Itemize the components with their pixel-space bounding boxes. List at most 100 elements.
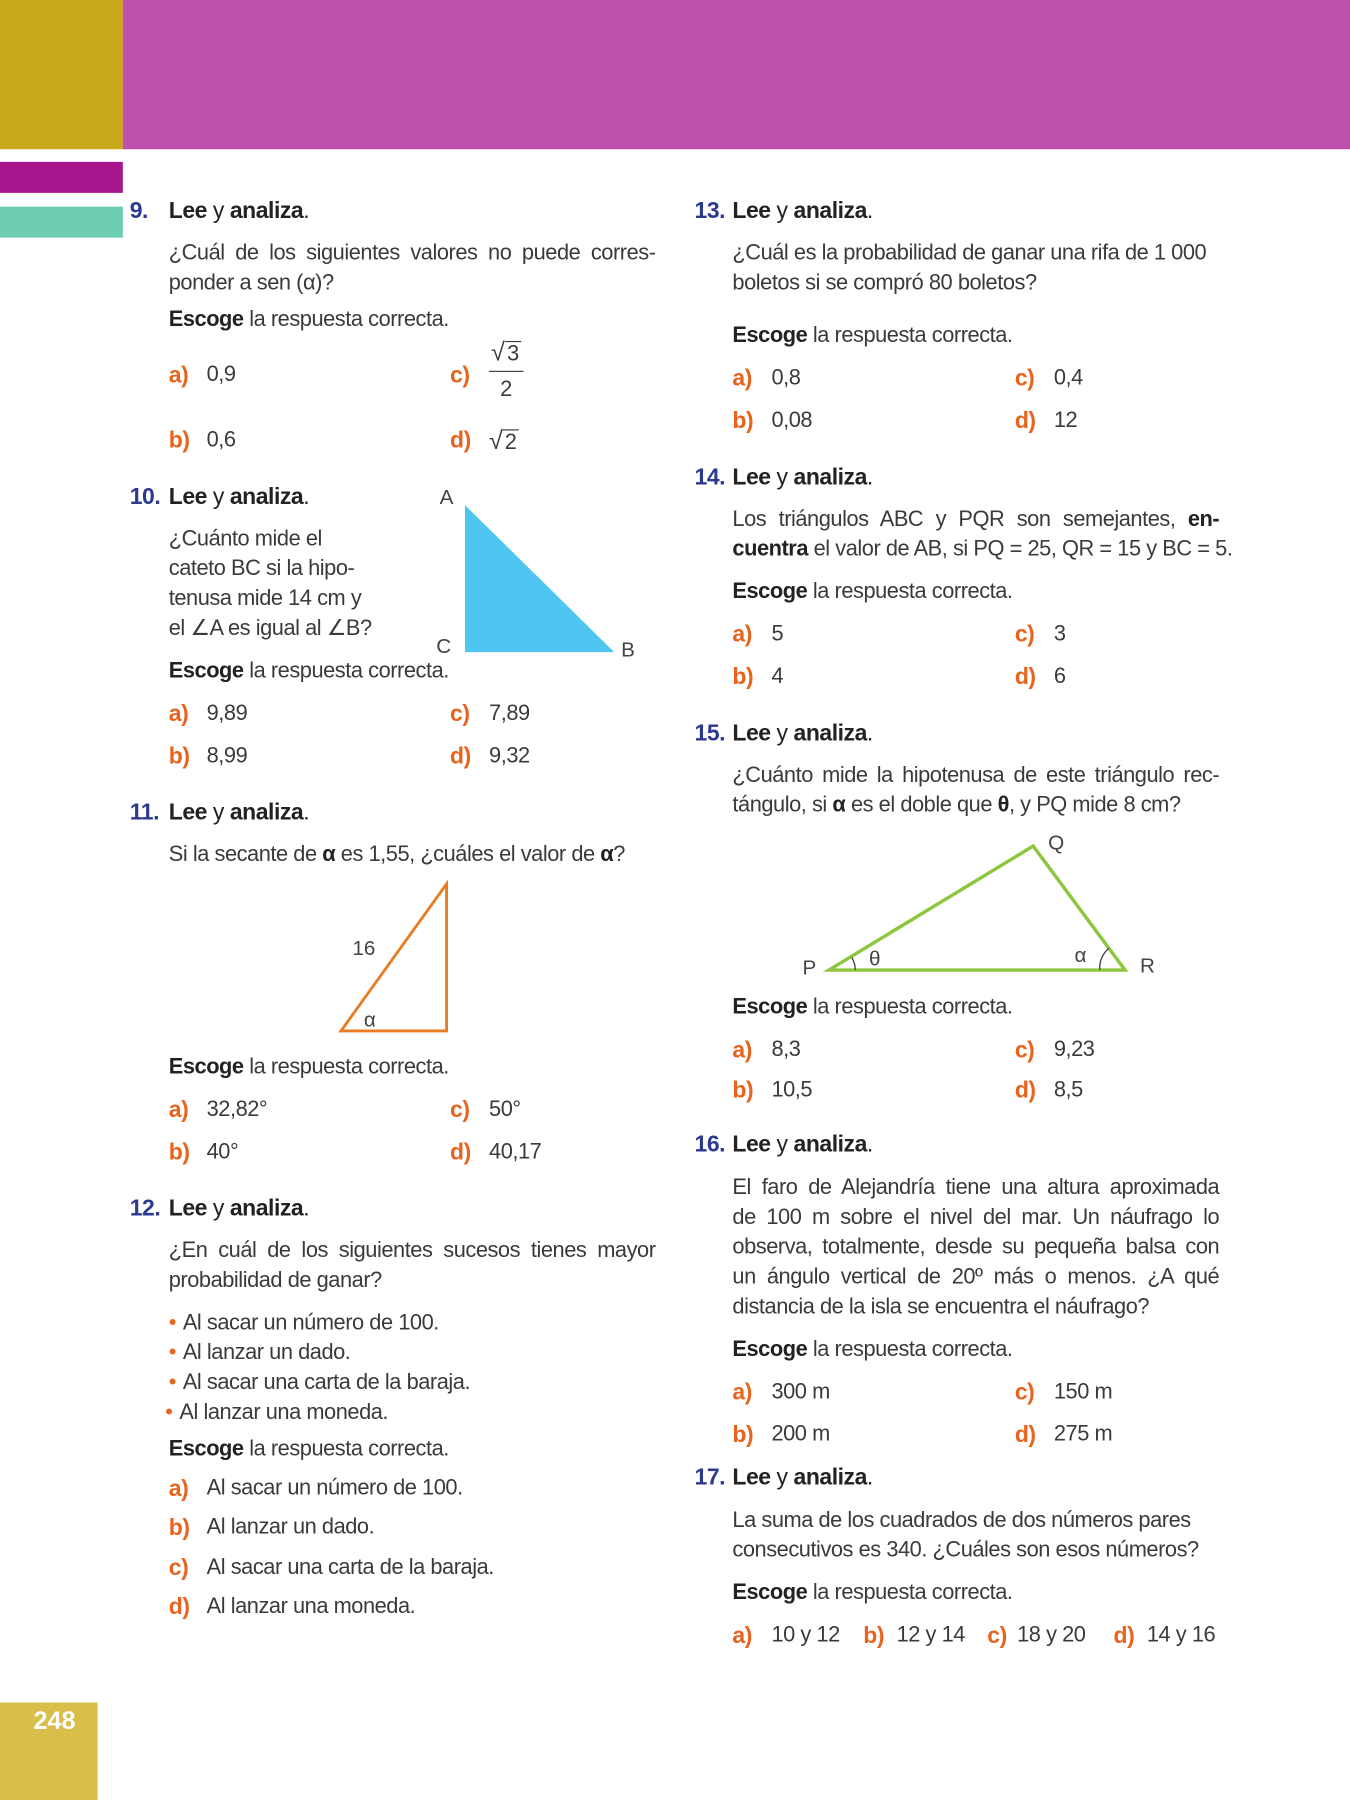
- triangle-abc-shape: [464, 505, 615, 653]
- option-label: a): [168, 1097, 189, 1123]
- title-text: y: [212, 198, 224, 224]
- title-text: .: [303, 484, 310, 510]
- question-title: Lee y analiza.: [169, 799, 310, 827]
- text-segment: consecutivos es 340. ¿Cuáles son esos nú…: [732, 1538, 1199, 1563]
- option-label: a): [168, 701, 189, 727]
- question-line: un ángulo vertical de 20º más o menos. ¿…: [732, 1264, 1219, 1292]
- bullet-icon: •: [168, 1340, 177, 1365]
- option-label: b): [168, 1139, 190, 1166]
- text-segment: ¿Cuánto mide el: [168, 526, 323, 552]
- title-text: y: [212, 484, 224, 510]
- bold-segment: en-: [1187, 507, 1220, 532]
- header-gold-block: [0, 0, 123, 150]
- title-text: .: [866, 464, 873, 491]
- title-analiza: analiza: [229, 1196, 304, 1222]
- option-value: Al sacar una carta de la baraja.: [206, 1555, 495, 1580]
- question-line: Los triángulos ABC y PQR son semejantes,…: [732, 506, 1219, 534]
- title-analiza: analiza: [229, 800, 304, 826]
- option-value: 200 m: [771, 1422, 830, 1447]
- text-segment: ponder a sen (α)?: [168, 270, 334, 296]
- option-value: 300 m: [771, 1379, 830, 1405]
- angle-arc-alpha: [1099, 947, 1110, 971]
- text-segment: ¿Cuál es la probabilidad de ganar una ri…: [732, 241, 1207, 266]
- option-label: c): [168, 1555, 189, 1581]
- question-line: cateto BC si la hipo-: [169, 556, 355, 584]
- question-line: ponder a sen (α)?: [169, 270, 334, 298]
- option-value: 0,8: [771, 366, 801, 391]
- option-label: c): [987, 1623, 1007, 1649]
- triangle-11-figure: 16 α: [338, 879, 449, 1033]
- option-value: 3: [1053, 622, 1066, 647]
- side-tab-teal: [0, 206, 123, 238]
- option-value: 0,9: [206, 362, 236, 387]
- escoge-instruction: Escoge la respuesta correcta.: [732, 323, 1013, 351]
- vertex-label-a: A: [440, 486, 454, 509]
- text-segment: observa, totalmente, desde su pequeña ba…: [732, 1235, 1220, 1260]
- option-value: 14 y 16: [1146, 1623, 1216, 1648]
- triangle-11-shape: [338, 879, 449, 1033]
- question-title: Lee y analiza.: [732, 1464, 873, 1492]
- question-number: 10.: [129, 484, 161, 510]
- escoge-rest: la respuesta correcta.: [249, 1055, 449, 1080]
- triangle-pqr-shape: [822, 843, 1129, 972]
- escoge-bold: Escoge: [732, 579, 808, 604]
- question-line: Si la secante de α es 1,55, ¿cuáles el v…: [168, 841, 626, 869]
- escoge-instruction: Escoge la respuesta correcta.: [168, 1054, 450, 1082]
- option-label: c): [450, 1097, 470, 1123]
- text-segment: el ∠A es igual al ∠B?: [168, 616, 372, 641]
- escoge-instruction: Escoge la respuesta correcta.: [169, 307, 450, 335]
- escoge-rest: la respuesta correcta.: [812, 579, 1013, 604]
- question-number: 12.: [129, 1196, 161, 1222]
- title-text: .: [866, 720, 873, 747]
- option-label: d): [1113, 1623, 1135, 1649]
- escoge-bold: Escoge: [168, 1437, 244, 1462]
- text-segment: de 100 m sobre el nivel del mar. Un náuf…: [732, 1205, 1220, 1230]
- option-value: 7,89: [489, 701, 530, 726]
- bullet-item: • Al sacar un número de 100.: [169, 1310, 440, 1338]
- question-line: tángulo, si α es el doble que θ, y PQ mi…: [732, 792, 1181, 820]
- title-lee: Lee: [732, 720, 771, 747]
- title-text: y: [212, 1196, 224, 1222]
- bullet-item: • Al sacar una carta de la baraja.: [168, 1370, 471, 1398]
- option-label: c): [1014, 1379, 1035, 1406]
- text-segment: cateto BC si la hipo-: [168, 556, 355, 581]
- sqrt-symbol-icon: √: [490, 337, 505, 367]
- escoge-bold: Escoge: [168, 1055, 244, 1080]
- title-text: y: [776, 720, 788, 747]
- bullet-icon: •: [168, 1370, 177, 1395]
- question-line: boletos si se compró 80 boletos?: [732, 270, 1037, 298]
- option-label: a): [732, 1037, 752, 1064]
- title-analiza: analiza: [793, 198, 868, 224]
- question-line: consecutivos es 340. ¿Cuáles son esos nú…: [732, 1537, 1199, 1565]
- option-label: c): [1014, 622, 1035, 648]
- escoge-rest: la respuesta correcta.: [812, 1337, 1013, 1362]
- question-number: 16.: [694, 1131, 726, 1158]
- question-line: ¿En cuál de los siguientes sucesos tiene…: [169, 1238, 656, 1266]
- option-label: b): [732, 664, 754, 690]
- option-value: 6: [1053, 664, 1066, 689]
- title-lee: Lee: [168, 484, 208, 510]
- option-label: d): [1014, 408, 1036, 434]
- title-text: .: [866, 1464, 873, 1491]
- bullet-text: Al lanzar una moneda.: [179, 1400, 389, 1425]
- sqrt: √ 2: [489, 426, 519, 457]
- page-number-box: [0, 1702, 98, 1800]
- question-number: 17.: [694, 1464, 726, 1491]
- question-number: 13.: [694, 198, 726, 224]
- bullet-item: • Al lanzar una moneda.: [165, 1399, 388, 1427]
- option-value: 275 m: [1053, 1422, 1113, 1447]
- question-title: Lee y analiza.: [168, 1195, 310, 1223]
- option-value: 150 m: [1053, 1379, 1113, 1405]
- escoge-instruction: Escoge la respuesta correcta.: [169, 658, 450, 686]
- angle-label-alpha: α: [364, 1008, 376, 1031]
- bold-segment: α: [322, 842, 336, 867]
- vertex-label-r: R: [1140, 954, 1155, 977]
- title-lee: Lee: [168, 1196, 208, 1222]
- option-label: b): [168, 743, 190, 770]
- text-segment: Si la secante de: [168, 842, 323, 867]
- escoge-rest: la respuesta correcta.: [249, 307, 449, 332]
- question-number: 11.: [129, 800, 160, 826]
- text-segment: tángulo, si: [732, 793, 833, 818]
- fraction-bar: [489, 370, 524, 372]
